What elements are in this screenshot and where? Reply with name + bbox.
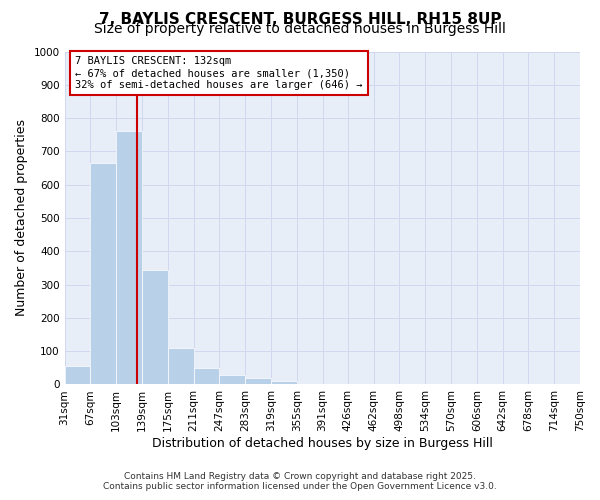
Bar — [142, 270, 168, 384]
Text: 7 BAYLIS CRESCENT: 132sqm
← 67% of detached houses are smaller (1,350)
32% of se: 7 BAYLIS CRESCENT: 132sqm ← 67% of detac… — [75, 56, 362, 90]
Bar — [91, 163, 116, 384]
Text: Size of property relative to detached houses in Burgess Hill: Size of property relative to detached ho… — [94, 22, 506, 36]
Bar — [271, 381, 297, 384]
Bar — [168, 348, 194, 385]
Bar — [220, 376, 245, 384]
Text: Contains HM Land Registry data © Crown copyright and database right 2025.
Contai: Contains HM Land Registry data © Crown c… — [103, 472, 497, 491]
X-axis label: Distribution of detached houses by size in Burgess Hill: Distribution of detached houses by size … — [152, 437, 493, 450]
Text: 7, BAYLIS CRESCENT, BURGESS HILL, RH15 8UP: 7, BAYLIS CRESCENT, BURGESS HILL, RH15 8… — [99, 12, 501, 28]
Bar — [194, 368, 220, 384]
Bar — [65, 366, 91, 384]
Bar — [116, 132, 142, 384]
Bar — [245, 378, 271, 384]
Y-axis label: Number of detached properties: Number of detached properties — [15, 120, 28, 316]
